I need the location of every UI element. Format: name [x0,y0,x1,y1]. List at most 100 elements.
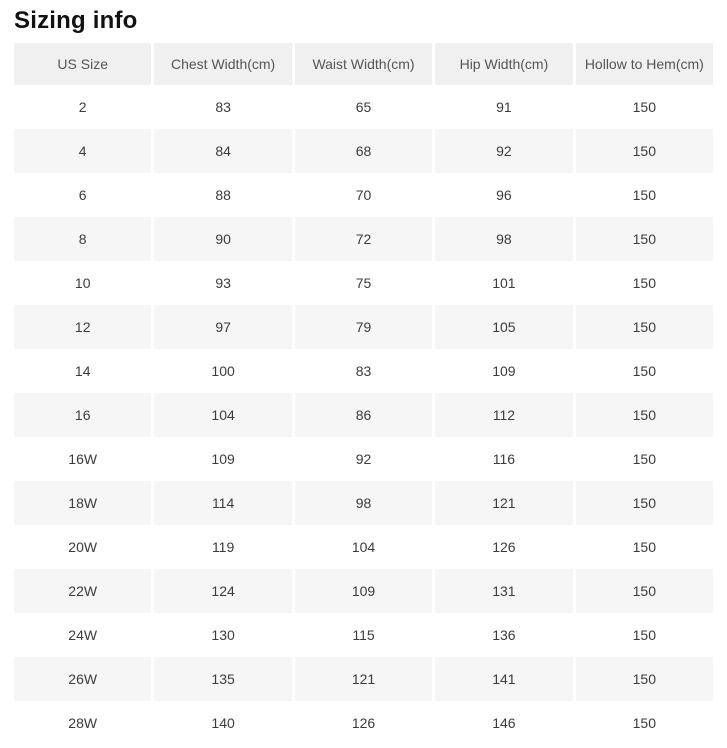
us-size-cell: 6 [14,173,152,217]
us-size-cell: 16W [14,437,152,481]
table-cell: 150 [575,393,714,437]
table-cell: 150 [575,349,714,393]
table-cell: 126 [294,701,433,745]
section-title: Sizing info [14,7,138,34]
table-cell: 75 [294,261,433,305]
table-cell: 109 [435,349,573,393]
table-cell: 68 [294,129,433,173]
table-cell: 98 [435,217,573,261]
table-cell: 150 [575,437,714,481]
table-cell: 92 [294,437,433,481]
table-cell: 146 [435,701,573,745]
us-size-cell: 10 [14,261,152,305]
table-row: 4 84 68 92 150 [14,129,714,173]
table-cell: 121 [435,481,573,525]
us-size-cell: 28W [14,701,152,745]
table-row: 14 100 83 109 150 [14,349,714,393]
table-row: 16W 109 92 116 150 [14,437,714,481]
table-cell: 109 [294,569,433,613]
table-cell: 84 [154,129,292,173]
table-cell: 126 [435,525,573,569]
table-cell: 121 [294,657,433,701]
table-row: 2 83 65 91 150 [14,85,714,129]
table-cell: 150 [575,129,714,173]
table-row: 22W 124 109 131 150 [14,569,714,613]
table-cell: 135 [154,657,292,701]
table-row: 24W 130 115 136 150 [14,613,714,657]
table-row: 28W 140 126 146 150 [14,701,714,745]
table-cell: 105 [435,305,573,349]
table-cell: 104 [294,525,433,569]
table-row: 20W 119 104 126 150 [14,525,714,569]
table-cell: 119 [154,525,292,569]
table-cell: 136 [435,613,573,657]
sizing-table: US Size Chest Width(cm) Waist Width(cm) Hip… [14,43,714,745]
table-cell: 79 [294,305,433,349]
table-cell: 90 [154,217,292,261]
table-cell: 141 [435,657,573,701]
table-cell: 140 [154,701,292,745]
table-cell: 96 [435,173,573,217]
table-cell: 101 [435,261,573,305]
table-cell: 93 [154,261,292,305]
table-cell: 150 [575,657,714,701]
column-header: Hip Width(cm) [435,43,573,85]
us-size-cell: 26W [14,657,152,701]
us-size-cell: 8 [14,217,152,261]
column-header: Chest Width(cm) [154,43,292,85]
table-cell: 72 [294,217,433,261]
table-cell: 114 [154,481,292,525]
table-row: 26W 135 121 141 150 [14,657,714,701]
table-cell: 83 [154,85,292,129]
table-row: 18W 114 98 121 150 [14,481,714,525]
table-cell: 150 [575,261,714,305]
us-size-cell: 12 [14,305,152,349]
table-cell: 116 [435,437,573,481]
table-cell: 70 [294,173,433,217]
table-row: 10 93 75 101 150 [14,261,714,305]
table-cell: 88 [154,173,292,217]
table-cell: 86 [294,393,433,437]
table-cell: 150 [575,569,714,613]
table-cell: 104 [154,393,292,437]
table-cell: 92 [435,129,573,173]
table-row: 12 97 79 105 150 [14,305,714,349]
us-size-cell: 20W [14,525,152,569]
us-size-cell: 22W [14,569,152,613]
us-size-cell: 2 [14,85,152,129]
table-cell: 115 [294,613,433,657]
table-cell: 97 [154,305,292,349]
table-row: 6 88 70 96 150 [14,173,714,217]
table-cell: 150 [575,481,714,525]
table-row: 16 104 86 112 150 [14,393,714,437]
table-cell: 150 [575,85,714,129]
table-cell: 131 [435,569,573,613]
table-cell: 98 [294,481,433,525]
table-cell: 65 [294,85,433,129]
table-cell: 109 [154,437,292,481]
table-cell: 150 [575,613,714,657]
table-cell: 91 [435,85,573,129]
table-cell: 150 [575,217,714,261]
table-cell: 112 [435,393,573,437]
us-size-cell: 18W [14,481,152,525]
us-size-cell: 24W [14,613,152,657]
table-header-row: US Size Chest Width(cm) Waist Width(cm) Hip… [14,43,714,85]
table-row: 8 90 72 98 150 [14,217,714,261]
table-cell: 130 [154,613,292,657]
table-body: 2 83 65 91 150 4 84 68 92 150 6 88 70 96 150 8 90 72 98 150… [14,85,714,745]
table-cell: 150 [575,701,714,745]
table-cell: 83 [294,349,433,393]
table-cell: 124 [154,569,292,613]
table-cell: 150 [575,305,714,349]
table-cell: 150 [575,525,714,569]
table-cell: 150 [575,173,714,217]
us-size-cell: 4 [14,129,152,173]
table-cell: 100 [154,349,292,393]
column-header: US Size [14,43,152,85]
us-size-cell: 14 [14,349,152,393]
column-header: Waist Width(cm) [294,43,433,85]
column-header: Hollow to Hem(cm) [575,43,714,85]
us-size-cell: 16 [14,393,152,437]
